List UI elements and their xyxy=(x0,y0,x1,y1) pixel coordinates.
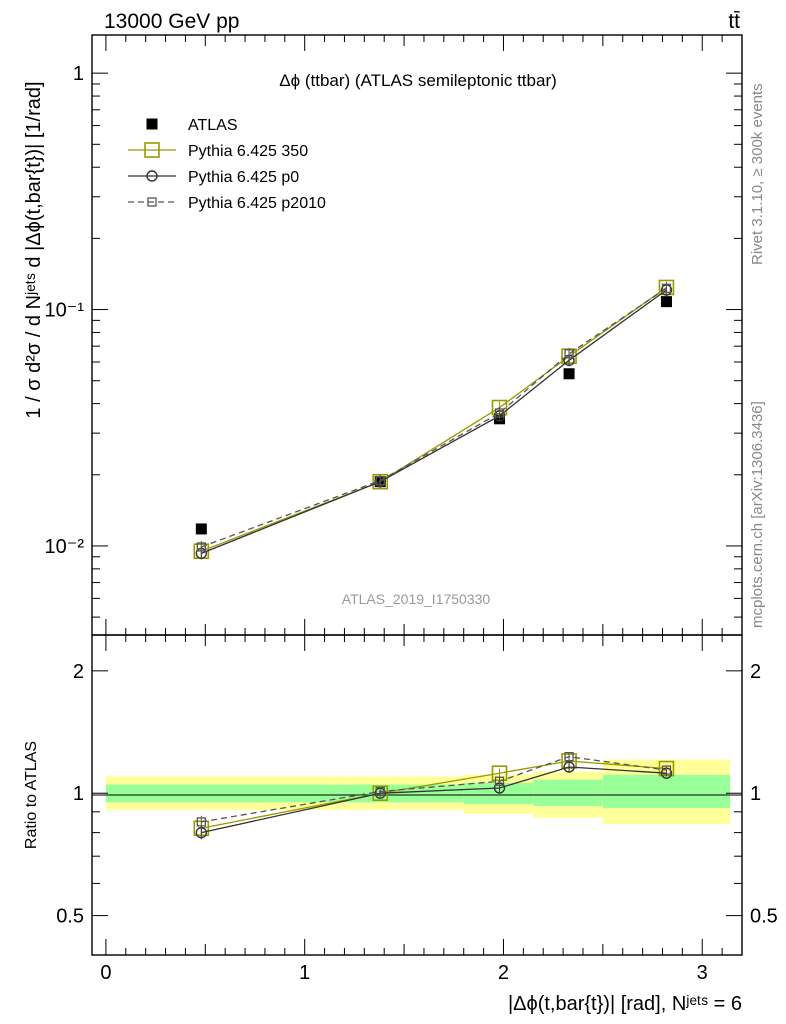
main-title: Δϕ (ttbar) (ATLAS semileptonic ttbar) xyxy=(279,71,557,90)
ratio-data-point xyxy=(375,786,385,797)
main-y-tick-label: 10⁻² xyxy=(45,536,85,558)
ratio-y-axis-label: Ratio to ATLAS xyxy=(23,741,40,849)
ratio-band-inner xyxy=(105,784,464,803)
ratio-marks xyxy=(193,752,675,840)
ratio-band-inner xyxy=(602,774,731,808)
ratio-data-point xyxy=(564,752,574,762)
legend-marker xyxy=(144,142,160,158)
x-tick-label: 1 xyxy=(299,962,310,984)
ratio-y-tick-label-right: 0.5 xyxy=(750,906,778,928)
legend-label: Pythia 6.425 p2010 xyxy=(188,195,326,212)
ratio-y-tick-label: 2 xyxy=(73,661,84,683)
legend-label: Pythia 6.425 350 xyxy=(188,143,308,160)
legend-marker xyxy=(146,118,158,130)
legend-label: ATLAS xyxy=(188,117,238,134)
legend-marker xyxy=(147,197,157,207)
main-data-point xyxy=(494,408,505,418)
ratio-y-tick-label-right: 2 xyxy=(750,661,761,683)
main-data-point xyxy=(661,283,672,293)
main-panel: 1 10⁻¹ 10⁻² Δϕ (ttbar) (ATLAS semileptonic… xyxy=(23,34,743,636)
legend-label: Pythia 6.425 p0 xyxy=(188,169,299,186)
ratio-data-point xyxy=(563,761,575,773)
main-data-point xyxy=(375,475,385,486)
ratio-band-inner xyxy=(533,779,603,807)
x-tick-label: 0 xyxy=(100,962,111,984)
ratio-y-tick-label: 1 xyxy=(73,783,84,805)
ratio-y-tick-label-right: 1 xyxy=(750,783,761,805)
main-y-tick-label: 1 xyxy=(73,63,84,85)
main-series-line xyxy=(201,286,667,552)
ratio-panel: 2 2 1 1 0.5 0.5 0 1 2 3 Ratio to ATLAS |Δϕ(t,bar{… xyxy=(23,634,778,1015)
legend-marker xyxy=(146,170,158,182)
legend: ATLAS Pythia 6.425 350 Pythia 6.425 p0 Pyth… xyxy=(128,117,326,212)
main-marks xyxy=(193,279,675,560)
ratio-axis: 2 2 1 1 0.5 0.5 0 1 2 3 xyxy=(56,635,778,984)
ratio-y-tick-label: 0.5 xyxy=(56,906,84,928)
main-data-point xyxy=(563,368,575,380)
header-right: tt̄ xyxy=(728,10,740,33)
main-series-line xyxy=(201,287,667,548)
main-axis: 1 10⁻¹ 10⁻² xyxy=(45,35,742,635)
main-data-point xyxy=(196,542,206,552)
ratio-data-point xyxy=(494,776,505,786)
main-y-tick-label: 10⁻¹ xyxy=(45,300,85,322)
mcplots-label: mcplots.cern.ch [arXiv:1306.3436] xyxy=(749,401,766,628)
header-left: 13000 GeV pp xyxy=(104,10,239,33)
rivet-label: Rivet 3.1.10, ≥ 300k events xyxy=(749,83,766,265)
x-tick-label: 2 xyxy=(498,962,509,984)
main-data-point xyxy=(195,523,207,535)
main-data-point xyxy=(660,296,672,308)
x-tick-label: 3 xyxy=(697,962,708,984)
ratio-data-point xyxy=(661,765,672,775)
analysis-label: ATLAS_2019_I1750330 xyxy=(342,591,491,607)
ratio-data-point xyxy=(196,817,206,827)
main-y-axis-label: 1 / σ d²σ / d Nʲᵉᵗˢ d |Δϕ(t,bar{t})| [1/… xyxy=(23,81,45,418)
ratio-frame xyxy=(91,634,743,956)
x-axis-label: |Δϕ(t,bar{t})| [rad], Nʲᵉᵗˢ = 6 xyxy=(508,993,742,1015)
main-data-point xyxy=(564,349,574,359)
main-series-line xyxy=(201,289,667,554)
